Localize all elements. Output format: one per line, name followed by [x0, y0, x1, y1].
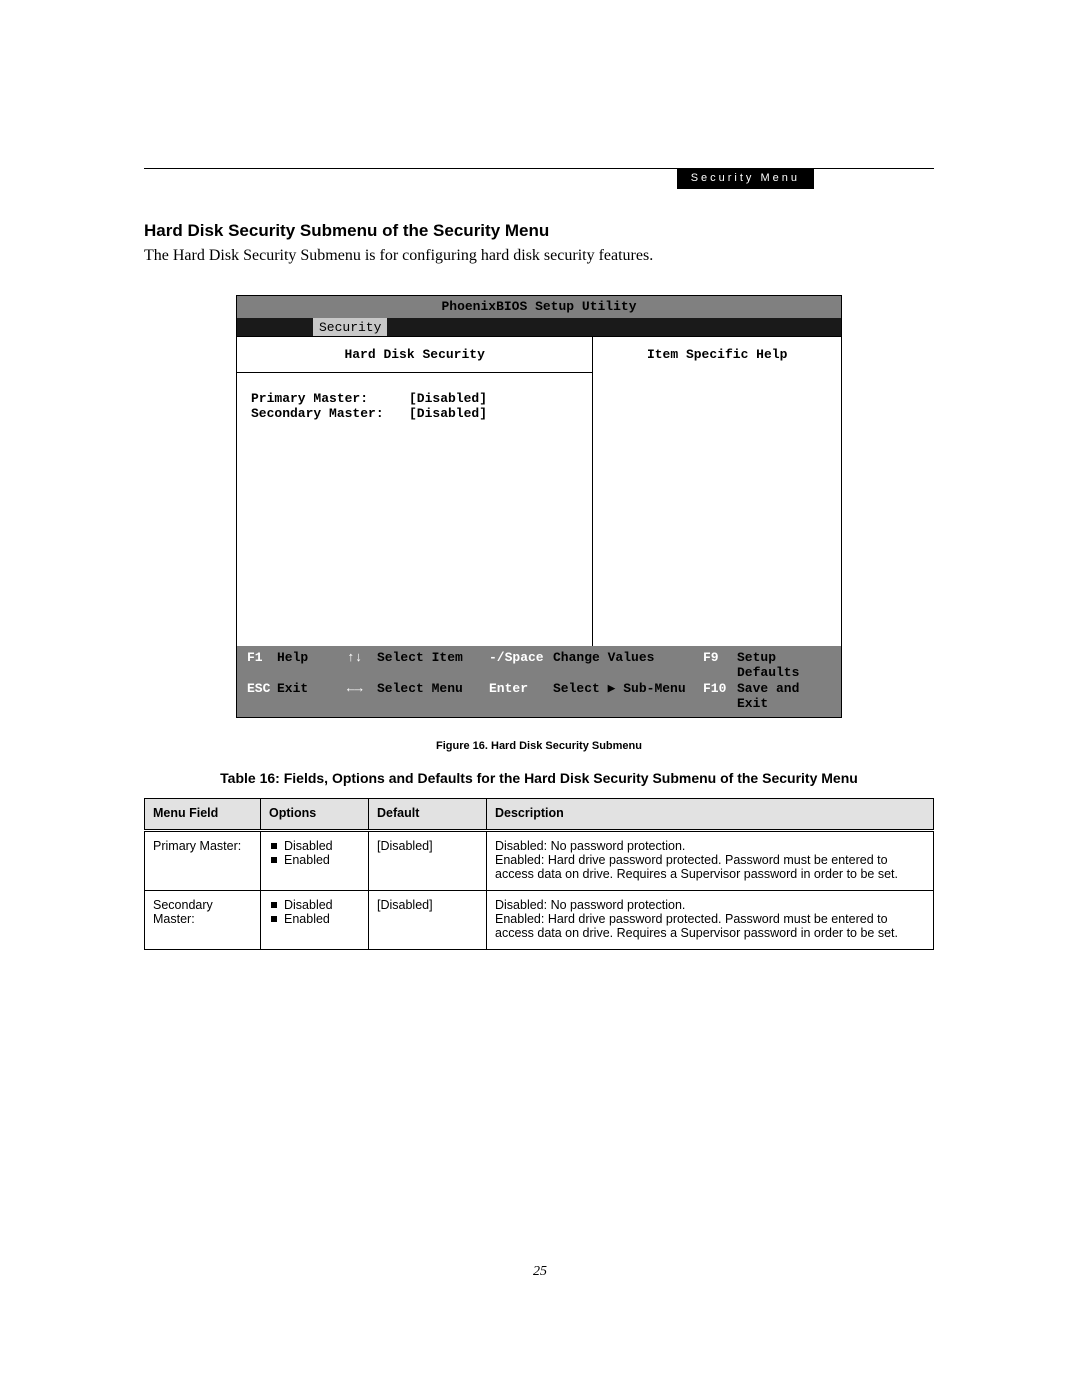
label-save-exit: Save and Exit	[737, 681, 831, 712]
bios-left-title: Hard Disk Security	[237, 337, 592, 363]
label-help: Help	[277, 650, 347, 681]
option-item: Disabled	[269, 839, 360, 853]
bios-item-primary-master[interactable]: Primary Master: [Disabled]	[251, 391, 592, 407]
page-number: 25	[0, 1264, 1080, 1280]
key-f9: F9	[703, 650, 737, 681]
document-page: Security Menu Hard Disk Security Submenu…	[0, 0, 1080, 1397]
bios-item-value: [Disabled]	[409, 391, 487, 407]
key-space: -/Space	[489, 650, 553, 681]
label-select-menu: Select Menu	[377, 681, 489, 712]
option-item: Disabled	[269, 898, 360, 912]
table-row: Secondary Master: Disabled Enabled [Disa…	[145, 890, 934, 949]
bios-tab-security[interactable]: Security	[313, 318, 387, 336]
key-f10: F10	[703, 681, 737, 712]
key-enter: Enter	[489, 681, 553, 712]
bios-window: PhoenixBIOS Setup Utility Security Hard …	[236, 295, 842, 718]
key-updown: ↑↓	[347, 650, 377, 681]
label-exit: Exit	[277, 681, 347, 712]
option-item: Enabled	[269, 853, 360, 867]
cell-menu-field: Primary Master:	[145, 830, 261, 890]
bios-footer-row-1: F1 Help ↑↓ Select Item -/Space Change Va…	[247, 650, 831, 681]
cell-options: Disabled Enabled	[261, 830, 369, 890]
bios-footer: F1 Help ↑↓ Select Item -/Space Change Va…	[237, 646, 841, 717]
intro-paragraph: The Hard Disk Security Submenu is for co…	[144, 247, 934, 265]
bios-item-secondary-master[interactable]: Secondary Master: [Disabled]	[251, 406, 592, 422]
key-esc: ESC	[247, 681, 277, 712]
cell-description: Disabled: No password protection. Enable…	[487, 890, 934, 949]
label-setup-defaults: Setup Defaults	[737, 650, 831, 681]
bios-footer-row-2: ESC Exit ←→ Select Menu Enter Select ▶ S…	[247, 681, 831, 712]
cell-default: [Disabled]	[369, 890, 487, 949]
col-menu-field: Menu Field	[145, 798, 261, 830]
col-options: Options	[261, 798, 369, 830]
bios-title: PhoenixBIOS Setup Utility	[237, 296, 841, 318]
bios-tab-spacer	[237, 318, 313, 336]
bios-help-title: Item Specific Help	[593, 337, 841, 363]
options-table: Menu Field Options Default Description P…	[144, 798, 934, 950]
page-heading: Hard Disk Security Submenu of the Securi…	[144, 221, 934, 241]
cell-description: Disabled: No password protection. Enable…	[487, 830, 934, 890]
bios-left-pane: Hard Disk Security Primary Master: [Disa…	[237, 336, 593, 646]
cell-default: [Disabled]	[369, 830, 487, 890]
bios-settings-list: Primary Master: [Disabled] Secondary Mas…	[237, 373, 592, 422]
bios-tabbar: Security	[237, 318, 841, 336]
table-row: Primary Master: Disabled Enabled [Disabl…	[145, 830, 934, 890]
table-header-row: Menu Field Options Default Description	[145, 798, 934, 830]
key-leftright: ←→	[347, 681, 377, 712]
label-select-submenu: Select ▶ Sub-Menu	[553, 681, 703, 712]
bios-item-value: [Disabled]	[409, 406, 487, 422]
col-default: Default	[369, 798, 487, 830]
bios-item-label: Secondary Master:	[251, 406, 409, 422]
figure-caption: Figure 16. Hard Disk Security Submenu	[144, 740, 934, 752]
bios-help-pane: Item Specific Help	[593, 336, 841, 646]
cell-menu-field: Secondary Master:	[145, 890, 261, 949]
cell-options: Disabled Enabled	[261, 890, 369, 949]
bios-body: Hard Disk Security Primary Master: [Disa…	[237, 336, 841, 646]
col-description: Description	[487, 798, 934, 830]
table-title: Table 16: Fields, Options and Defaults f…	[144, 770, 934, 786]
label-select-item: Select Item	[377, 650, 489, 681]
header-rule: Security Menu	[144, 168, 934, 169]
label-change-values: Change Values	[553, 650, 703, 681]
bios-item-label: Primary Master:	[251, 391, 409, 407]
key-f1: F1	[247, 650, 277, 681]
section-banner: Security Menu	[677, 168, 814, 189]
option-item: Enabled	[269, 912, 360, 926]
